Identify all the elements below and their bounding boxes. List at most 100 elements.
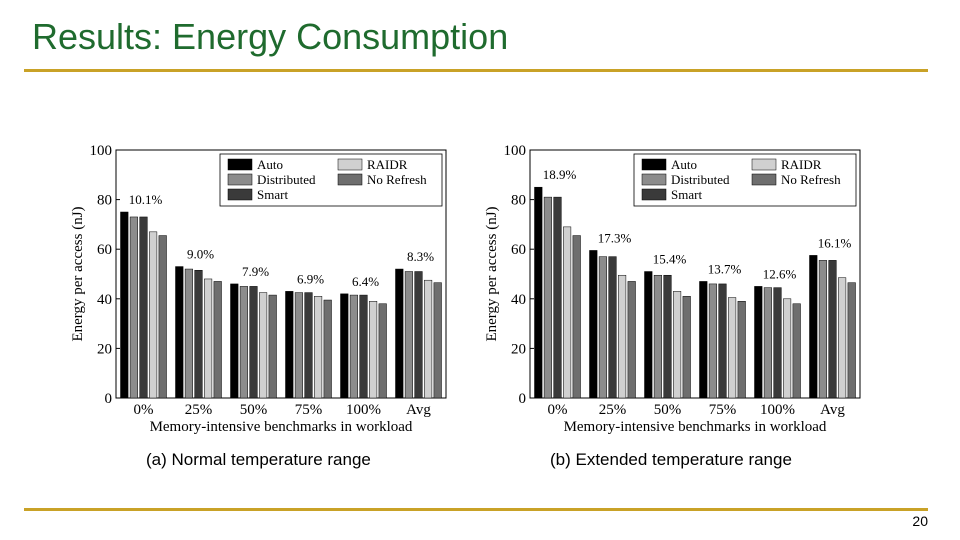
y-tick-label: 100: [90, 143, 113, 159]
x-tick-label: 50%: [654, 402, 682, 418]
bar-annotation: 7.9%: [242, 264, 269, 279]
bar-smart: [194, 270, 203, 399]
legend-swatch-raidr: [751, 158, 777, 171]
chart-extended-temperature-svg: 0 20 40 60 80 100 Energy per access (nJ) 18.9% 0…: [484, 143, 861, 435]
bar-distributed: [708, 283, 717, 399]
y-tick-label: 80: [511, 193, 526, 209]
slide-title: Results: Energy Consumption: [32, 16, 509, 57]
bar-smart: [663, 274, 672, 399]
legend-box: [219, 153, 443, 207]
chart-normal-temperature-svg: 0 20 40 60 80 100 Energy per access (nJ) 10.1% 0…: [70, 143, 447, 435]
x-tick-label: 75%: [709, 402, 737, 418]
bar-distributed: [349, 294, 358, 399]
bar-annotation: 10.1%: [129, 192, 163, 207]
legend-swatch-smart: [641, 188, 667, 201]
bar-no-refresh: [847, 282, 856, 399]
bar-auto: [534, 186, 543, 399]
legend-label-auto: Auto: [257, 157, 283, 172]
bar-distributed: [653, 274, 662, 399]
bar-annotation: 17.3%: [598, 230, 632, 245]
bar-no-refresh: [433, 282, 442, 399]
bar-annotation: 6.4%: [352, 274, 379, 289]
bar-auto: [340, 293, 349, 399]
bar-annotation: 13.7%: [708, 261, 742, 276]
legend-box: [633, 153, 857, 207]
bar-raidr: [673, 291, 682, 399]
chart-caption-a: (a) Normal temperature range: [146, 450, 371, 469]
legend-swatch-raidr: [337, 158, 363, 171]
y-tick-label: 60: [511, 242, 526, 258]
bar-distributed: [184, 268, 193, 399]
y-tick-label: 80: [97, 193, 112, 209]
bar-auto: [754, 286, 763, 399]
bar-auto: [175, 266, 184, 399]
title-divider: [24, 69, 928, 72]
bar-auto: [809, 255, 818, 399]
bar-annotation: 6.9%: [297, 271, 324, 286]
bar-raidr: [369, 301, 378, 399]
x-tick-label: 100%: [346, 402, 381, 418]
bar-distributed: [818, 260, 827, 399]
bar-distributed: [129, 216, 138, 399]
legend-label-auto: Auto: [671, 157, 697, 172]
bar-no-refresh: [268, 294, 277, 399]
bar-no-refresh: [213, 281, 222, 399]
y-axis-label: Energy per access (nJ): [484, 206, 500, 341]
bar-annotation: 18.9%: [543, 167, 577, 182]
chart-caption-b: (b) Extended temperature range: [550, 450, 792, 469]
bar-distributed: [763, 287, 772, 399]
bar-smart: [828, 260, 837, 399]
bar-auto: [395, 268, 404, 399]
bar-distributed: [543, 196, 552, 399]
x-axis-label: Memory-intensive benchmarks in workload: [564, 419, 827, 435]
bar-auto: [644, 271, 653, 399]
bar-no-refresh: [158, 235, 167, 399]
bar-raidr: [259, 292, 268, 399]
y-tick-label: 100: [504, 143, 527, 159]
bar-raidr: [204, 278, 213, 399]
bar-smart: [359, 294, 368, 399]
bar-raidr: [783, 298, 792, 399]
bar-raidr: [838, 277, 847, 399]
bar-distributed: [404, 271, 413, 399]
x-tick-label: 100%: [760, 402, 795, 418]
y-tick-label: 0: [105, 391, 113, 407]
bar-smart: [608, 256, 617, 399]
bar-annotation: 15.4%: [653, 252, 687, 267]
bar-annotation: 9.0%: [187, 247, 214, 262]
legend-label-no-refresh: No Refresh: [367, 172, 427, 187]
x-tick-label: 50%: [240, 402, 268, 418]
bar-auto: [285, 291, 294, 399]
bar-annotation: 8.3%: [407, 249, 434, 264]
y-axis-label: Energy per access (nJ): [70, 206, 86, 341]
y-tick-label: 0: [519, 391, 527, 407]
y-tick-label: 20: [511, 341, 526, 357]
bar-auto: [699, 281, 708, 399]
bar-no-refresh: [792, 303, 801, 399]
bar-smart: [414, 271, 423, 399]
bar-annotation: 12.6%: [763, 266, 797, 281]
bar-smart: [773, 287, 782, 399]
legend-label-smart: Smart: [671, 187, 702, 202]
bar-no-refresh: [572, 235, 581, 399]
bar-auto: [589, 250, 598, 399]
legend-label-smart: Smart: [257, 187, 288, 202]
bar-distributed: [239, 286, 248, 399]
legend-label-distributed: Distributed: [257, 172, 316, 187]
legend-swatch-no-refresh: [337, 173, 363, 186]
bar-no-refresh: [378, 303, 387, 399]
legend-swatch-distributed: [641, 173, 667, 186]
x-tick-label: 0%: [548, 402, 568, 418]
bar-smart: [249, 286, 258, 399]
legend-label-no-refresh: No Refresh: [781, 172, 841, 187]
bar-smart: [304, 292, 313, 399]
bar-annotation: 16.1%: [818, 235, 852, 250]
legend-label-raidr: RAIDR: [367, 157, 408, 172]
x-tick-label: Avg: [820, 402, 845, 418]
x-axis-label: Memory-intensive benchmarks in workload: [150, 419, 413, 435]
legend-swatch-auto: [227, 158, 253, 171]
bar-distributed: [598, 256, 607, 399]
legend-label-distributed: Distributed: [671, 172, 730, 187]
bar-raidr: [728, 297, 737, 399]
